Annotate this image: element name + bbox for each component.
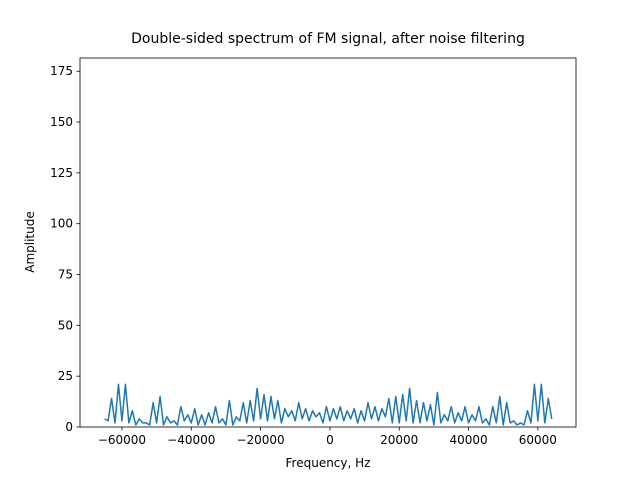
x-tick-label: −40000 [167,433,215,447]
y-tick-label: 0 [65,420,73,434]
plot-frame [79,57,577,428]
x-tick-label: 40000 [449,433,487,447]
y-axis-label: Amplitude [23,211,37,273]
y-tick-label: 100 [50,217,73,231]
x-tick-label: −60000 [98,433,146,447]
x-tick-label: 60000 [519,433,557,447]
data-line [104,383,553,426]
y-tick-label: 175 [50,64,73,78]
x-tick-label: 20000 [380,433,418,447]
x-tick-label: −20000 [236,433,284,447]
chart-title: Double-sided spectrum of FM signal, afte… [131,31,525,47]
y-tick-label: 125 [50,166,73,180]
y-tick-label: 25 [58,369,73,383]
x-axis-label: Frequency, Hz [286,456,371,470]
y-tick-label: 75 [58,268,73,282]
y-tick-label: 150 [50,115,73,129]
x-tick-label: 0 [326,433,334,447]
y-tick-label: 50 [58,318,73,332]
